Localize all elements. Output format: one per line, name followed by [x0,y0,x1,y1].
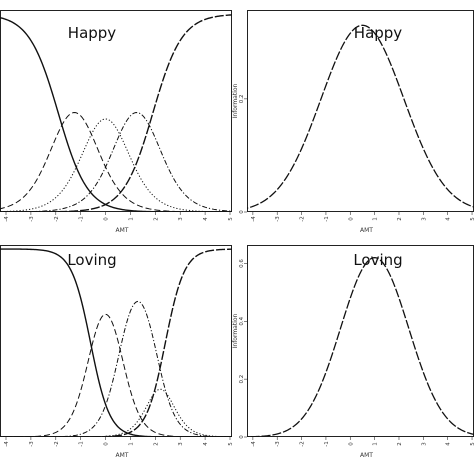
x-tick-label: 0 [104,442,110,446]
x-tick-label: 2 [153,442,159,446]
series-line [0,313,232,437]
panel-bottom-right: -4 -3 -2 -1 0 1 2 3 4 5 0 0.2 0.4 0.6 AMT Information Lo… [232,245,474,459]
x-tick-label: -4 [4,216,10,222]
x-tick-label: 5 [228,217,234,221]
x-axis-label: AMT [116,227,129,234]
x-tick-label: -2 [300,441,306,446]
x-tick-label: -1 [324,441,330,446]
x-tick-label: -1 [324,216,330,221]
panel-top-right: -4 -3 -2 -1 0 1 2 3 4 5 0 0.2 AMT Information Happy [232,10,474,234]
x-axis-label: AMT [116,452,129,459]
series-line [0,248,232,437]
x-tick-label: -3 [29,216,35,222]
series-line [0,112,232,212]
x-tick-label: -1 [79,216,85,221]
x-tick-label: 4 [446,217,452,221]
x-tick-label: 0 [104,217,110,221]
panel-title: Happy [68,24,117,42]
x-axis-label: AMT [360,227,373,234]
x-tick-label: -2 [54,441,60,446]
series-line [0,300,232,437]
y-tick-label: 0.4 [239,316,245,325]
x-tick-label: 4 [203,217,209,221]
panel-bottom-left: -4 -3 -2 -1 0 1 2 3 4 5 AMT Loving [0,245,234,459]
x-axis-label: AMT [360,452,373,459]
x-tick-label: 5 [228,442,234,446]
x-tick-label: -3 [275,216,281,222]
series-line [247,257,474,437]
series-line [247,24,474,209]
y-tick-label: 0 [239,210,245,214]
x-tick-label: -1 [79,441,85,446]
series-line [0,248,232,437]
series-line [0,118,232,212]
x-tick-label: 2 [397,217,403,221]
x-tick-label: 3 [178,217,184,221]
x-tick-label: 5 [470,217,474,221]
x-tick-label: -2 [54,216,60,221]
x-tick-label: 3 [421,217,427,221]
x-tick-label: 1 [373,217,379,221]
x-tick-label: 2 [397,442,403,446]
x-tick-label: 5 [470,442,474,446]
x-tick-label: 0 [348,442,354,446]
x-tick-label: 3 [178,442,184,446]
x-tick-label: -3 [29,441,35,447]
x-tick-label: 3 [421,442,427,446]
x-tick-label: -2 [300,216,306,221]
x-tick-label: -4 [251,216,257,222]
plot-frame [0,10,232,212]
plot-frame [0,245,232,437]
y-tick-label: 0.2 [239,375,245,384]
y-tick-label: 0.2 [239,94,245,103]
x-tick-label: -3 [275,441,281,447]
x-tick-label: -4 [251,441,257,447]
x-tick-label: 2 [153,217,159,221]
x-tick-label: 0 [348,217,354,221]
series-line [0,14,232,212]
panel-top-left: -4 -3 -2 -1 0 1 2 3 4 5 AMT Happy [0,10,234,234]
x-tick-label: 1 [373,442,379,446]
panel-title: Loving [353,251,402,269]
panel-title: Loving [67,251,116,269]
series-line [0,388,232,437]
y-tick-label: 0.6 [239,259,245,268]
x-tick-label: 1 [128,442,134,446]
y-axis-label: Information [232,83,239,118]
y-axis-label: Information [232,313,239,348]
x-tick-label: -4 [4,441,10,447]
panel-title: Happy [354,24,403,42]
x-tick-label: 4 [446,442,452,446]
y-tick-label: 0 [239,435,245,439]
x-tick-label: 4 [203,442,209,446]
x-tick-label: 1 [128,217,134,221]
series-line [0,112,232,212]
